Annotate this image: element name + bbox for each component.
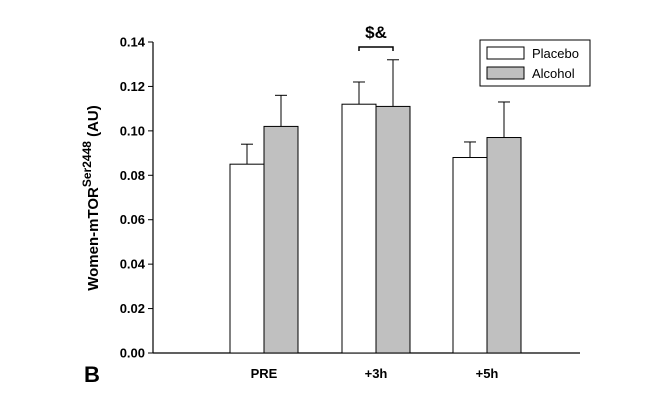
legend: Placebo Alcohol xyxy=(479,39,591,87)
legend-swatch-alcohol xyxy=(486,66,525,80)
bars xyxy=(229,103,522,354)
bar-alcohol-1 xyxy=(375,105,411,354)
y-axis-label-sup: Ser2448 xyxy=(80,141,94,187)
y-tick-label: 0.04 xyxy=(120,257,146,272)
x-tick-label: PRE xyxy=(251,366,278,381)
y-tick-label: 0.14 xyxy=(120,35,146,50)
y-tick-label: 0.10 xyxy=(120,123,145,138)
y-tick-labels: 0.00 0.02 0.04 0.06 0.08 0.10 0.12 0.14 xyxy=(120,35,146,361)
x-tick-label: +5h xyxy=(476,366,499,381)
bar-placebo-0 xyxy=(229,163,265,354)
panel-label: B xyxy=(84,362,100,387)
y-tick-label: 0.08 xyxy=(120,168,145,183)
error-bars xyxy=(241,59,510,165)
significance-annotation: $& xyxy=(358,23,394,51)
x-tick-label: +3h xyxy=(365,366,388,381)
y-axis-label: Women-mTORSer2448 (AU) xyxy=(80,105,102,291)
y-tick-label: 0.12 xyxy=(120,79,145,94)
legend-label-placebo: Placebo xyxy=(532,46,579,61)
significance-symbol: $& xyxy=(365,23,387,42)
x-tick-labels: PRE +3h +5h xyxy=(251,366,499,381)
bar-placebo-2 xyxy=(452,157,488,354)
legend-label-alcohol: Alcohol xyxy=(532,66,575,81)
bar-placebo-1 xyxy=(341,103,377,354)
y-axis-label-main: Women-mTOR xyxy=(85,187,102,291)
y-tick-label: 0.02 xyxy=(120,301,145,316)
y-tick-label: 0.06 xyxy=(120,212,145,227)
significance-bracket xyxy=(358,46,394,51)
bar-alcohol-2 xyxy=(486,137,522,354)
y-tick-label: 0.00 xyxy=(120,346,145,361)
y-axis-label-unit: (AU) xyxy=(85,105,102,141)
bar-alcohol-0 xyxy=(263,125,299,354)
legend-swatch-placebo xyxy=(486,46,525,60)
